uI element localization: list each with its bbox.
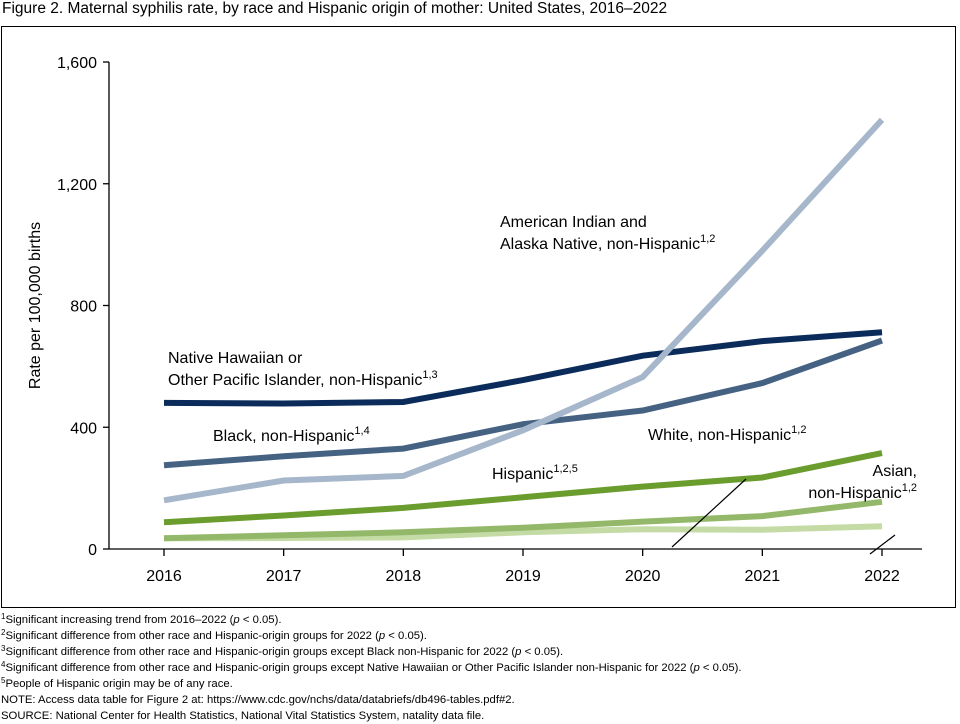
y-axis-label: Rate per 100,000 births xyxy=(27,222,44,389)
footnote: 3Significant difference from other race … xyxy=(1,644,564,659)
series-labels: American Indian and Alaska Native, non-Hi… xyxy=(168,214,917,555)
x-tick-label: 2018 xyxy=(386,568,422,585)
series-label-american-indian-and-alaska-native-non-hispanic: Alaska Native, non-Hispanic1,2 xyxy=(500,233,715,253)
footnote: 5People of Hispanic origin may be of any… xyxy=(1,676,233,691)
axes: 0 400 800 1,200 1,600 2016 2017 2018 2019 2020 202… xyxy=(27,55,922,585)
series-line-american-indian-and-alaska-native-non-hispanic xyxy=(163,117,885,504)
x-tick-label: 2020 xyxy=(625,568,661,585)
series-label-asian-non-hispanic: non-Hispanic1,2 xyxy=(808,482,917,502)
footnote: 1Significant increasing trend from 2016–… xyxy=(1,612,282,627)
series-line-white-non-hispanic xyxy=(163,498,883,542)
y-tick-label: 400 xyxy=(70,420,97,437)
series-line-black-non-hispanic xyxy=(163,337,884,469)
footnote: 4Significant difference from other race … xyxy=(1,660,742,675)
y-tick-label: 1,200 xyxy=(57,177,97,194)
series-lines xyxy=(163,117,885,542)
series-label-hispanic: Hispanic1,2,5 xyxy=(492,463,578,483)
footnote: 2Significant difference from other race … xyxy=(1,628,427,643)
footnote-list: 1Significant increasing trend from 2016–… xyxy=(1,612,742,692)
series-label-american-indian-and-alaska-native-non-hispanic: American Indian and xyxy=(500,214,647,231)
y-tick-label: 1,600 xyxy=(57,55,97,72)
figure-title: Figure 2. Maternal syphilis rate, by rac… xyxy=(2,0,668,17)
chart-frame: 0 400 800 1,200 1,600 2016 2017 2018 2019 2020 202… xyxy=(1,26,956,608)
series-label-native-hawaiian-or-other-pacific-islander-non-hispanic: Other Pacific Islander, non-Hispanic1,3 xyxy=(168,369,438,389)
series-line-native-hawaiian-or-other-pacific-islander-non-hispanic xyxy=(163,329,883,407)
x-tick-label: 2016 xyxy=(146,568,182,585)
x-tick-label: 2019 xyxy=(505,568,541,585)
series-label-native-hawaiian-or-other-pacific-islander-non-hispanic: Native Hawaiian or xyxy=(168,350,303,367)
leader-line-asian xyxy=(869,534,896,555)
line-chart: 0 400 800 1,200 1,600 2016 2017 2018 2019 2020 202… xyxy=(27,55,922,585)
source-text: SOURCE: National Center for Health Stati… xyxy=(1,710,485,722)
y-tick-label: 0 xyxy=(88,542,97,559)
note-text: NOTE: Access data table for Figure 2 at:… xyxy=(1,694,515,706)
x-tick-label: 2021 xyxy=(745,568,781,585)
x-tick-label: 2022 xyxy=(864,568,900,585)
x-tick-label: 2017 xyxy=(266,568,302,585)
leader-line-white xyxy=(671,478,747,548)
series-label-asian-non-hispanic: Asian, xyxy=(873,463,917,480)
series-label-white-non-hispanic: White, non-Hispanic1,2 xyxy=(648,424,806,444)
series-line-hispanic xyxy=(163,450,883,526)
y-tick-label: 800 xyxy=(70,299,97,316)
footnotes: 1Significant increasing trend from 2016–… xyxy=(1,612,742,724)
series-label-black-non-hispanic: Black, non-Hispanic1,4 xyxy=(213,425,370,445)
